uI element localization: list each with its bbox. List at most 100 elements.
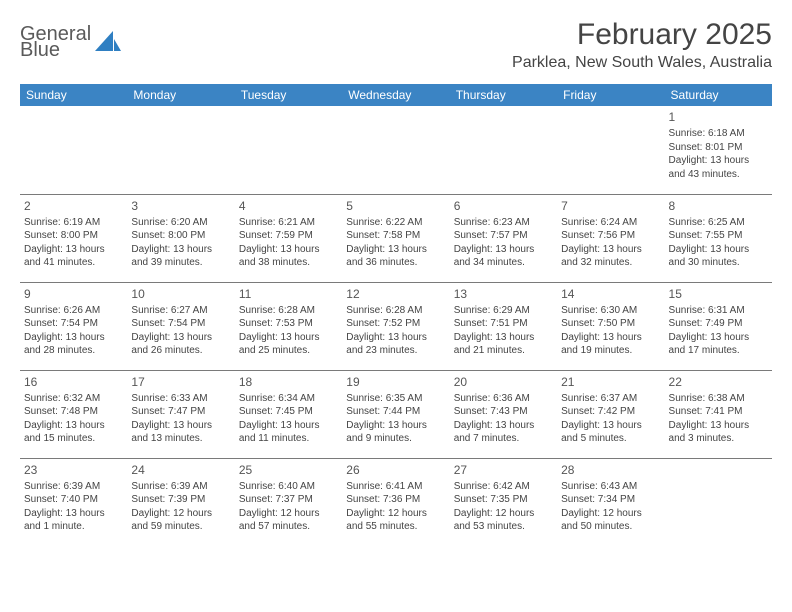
daylight-text: Daylight: 13 hours xyxy=(346,243,445,257)
sunrise-text: Sunrise: 6:34 AM xyxy=(239,392,338,406)
calendar-cell: 20Sunrise: 6:36 AMSunset: 7:43 PMDayligh… xyxy=(450,370,557,458)
sunset-text: Sunset: 7:41 PM xyxy=(669,405,768,419)
sunrise-text: Sunrise: 6:26 AM xyxy=(24,304,123,318)
sunrise-text: Sunrise: 6:39 AM xyxy=(24,480,123,494)
calendar-cell: 1Sunrise: 6:18 AMSunset: 8:01 PMDaylight… xyxy=(665,106,772,194)
daylight-text: Daylight: 13 hours xyxy=(346,331,445,345)
daylight-text: Daylight: 12 hours xyxy=(131,507,230,521)
daylight-text: Daylight: 13 hours xyxy=(669,331,768,345)
day-number: 12 xyxy=(346,286,445,302)
sunset-text: Sunset: 7:51 PM xyxy=(454,317,553,331)
calendar-row: 23Sunrise: 6:39 AMSunset: 7:40 PMDayligh… xyxy=(20,458,772,546)
daylight-text: Daylight: 12 hours xyxy=(561,507,660,521)
sunrise-text: Sunrise: 6:28 AM xyxy=(346,304,445,318)
calendar-cell: 14Sunrise: 6:30 AMSunset: 7:50 PMDayligh… xyxy=(557,282,664,370)
sunset-text: Sunset: 7:47 PM xyxy=(131,405,230,419)
day-number: 3 xyxy=(131,198,230,214)
sunset-text: Sunset: 7:35 PM xyxy=(454,493,553,507)
calendar-cell: 28Sunrise: 6:43 AMSunset: 7:34 PMDayligh… xyxy=(557,458,664,546)
calendar-table: SundayMondayTuesdayWednesdayThursdayFrid… xyxy=(20,84,772,546)
daylight-text: and 59 minutes. xyxy=(131,520,230,534)
day-number: 11 xyxy=(239,286,338,302)
sunrise-text: Sunrise: 6:28 AM xyxy=(239,304,338,318)
daylight-text: Daylight: 12 hours xyxy=(239,507,338,521)
sunrise-text: Sunrise: 6:27 AM xyxy=(131,304,230,318)
daylight-text: and 11 minutes. xyxy=(239,432,338,446)
sunset-text: Sunset: 7:58 PM xyxy=(346,229,445,243)
daylight-text: Daylight: 13 hours xyxy=(669,154,768,168)
sunset-text: Sunset: 7:59 PM xyxy=(239,229,338,243)
calendar-cell: 11Sunrise: 6:28 AMSunset: 7:53 PMDayligh… xyxy=(235,282,342,370)
sunrise-text: Sunrise: 6:25 AM xyxy=(669,216,768,230)
daylight-text: and 39 minutes. xyxy=(131,256,230,270)
daylight-text: and 5 minutes. xyxy=(561,432,660,446)
sunset-text: Sunset: 7:45 PM xyxy=(239,405,338,419)
calendar-cell: 18Sunrise: 6:34 AMSunset: 7:45 PMDayligh… xyxy=(235,370,342,458)
sunset-text: Sunset: 7:37 PM xyxy=(239,493,338,507)
day-number: 21 xyxy=(561,374,660,390)
sunset-text: Sunset: 7:57 PM xyxy=(454,229,553,243)
sunrise-text: Sunrise: 6:39 AM xyxy=(131,480,230,494)
daylight-text: Daylight: 13 hours xyxy=(239,419,338,433)
location: Parklea, New South Wales, Australia xyxy=(512,54,772,72)
daylight-text: and 30 minutes. xyxy=(669,256,768,270)
daylight-text: and 38 minutes. xyxy=(239,256,338,270)
logo-sail-icon xyxy=(95,29,121,56)
calendar-cell xyxy=(342,106,449,194)
sunset-text: Sunset: 7:49 PM xyxy=(669,317,768,331)
day-number: 19 xyxy=(346,374,445,390)
sunset-text: Sunset: 7:43 PM xyxy=(454,405,553,419)
day-number: 5 xyxy=(346,198,445,214)
day-header: Friday xyxy=(557,84,664,106)
daylight-text: and 13 minutes. xyxy=(131,432,230,446)
daylight-text: Daylight: 13 hours xyxy=(561,331,660,345)
day-number: 15 xyxy=(669,286,768,302)
day-number: 9 xyxy=(24,286,123,302)
day-header: Wednesday xyxy=(342,84,449,106)
sunrise-text: Sunrise: 6:18 AM xyxy=(669,127,768,141)
calendar-row: 1Sunrise: 6:18 AMSunset: 8:01 PMDaylight… xyxy=(20,106,772,194)
calendar-cell: 12Sunrise: 6:28 AMSunset: 7:52 PMDayligh… xyxy=(342,282,449,370)
daylight-text: and 43 minutes. xyxy=(669,168,768,182)
daylight-text: Daylight: 13 hours xyxy=(24,331,123,345)
calendar-row: 2Sunrise: 6:19 AMSunset: 8:00 PMDaylight… xyxy=(20,194,772,282)
sunset-text: Sunset: 7:50 PM xyxy=(561,317,660,331)
daylight-text: Daylight: 12 hours xyxy=(454,507,553,521)
sunset-text: Sunset: 7:40 PM xyxy=(24,493,123,507)
day-number: 24 xyxy=(131,462,230,478)
calendar-cell xyxy=(450,106,557,194)
day-header: Saturday xyxy=(665,84,772,106)
calendar-cell: 23Sunrise: 6:39 AMSunset: 7:40 PMDayligh… xyxy=(20,458,127,546)
logo: General Blue xyxy=(20,24,121,60)
day-header: Tuesday xyxy=(235,84,342,106)
daylight-text: Daylight: 13 hours xyxy=(131,331,230,345)
calendar-cell: 13Sunrise: 6:29 AMSunset: 7:51 PMDayligh… xyxy=(450,282,557,370)
sunset-text: Sunset: 7:44 PM xyxy=(346,405,445,419)
calendar-cell xyxy=(235,106,342,194)
day-number: 7 xyxy=(561,198,660,214)
daylight-text: Daylight: 13 hours xyxy=(239,243,338,257)
month-title: February 2025 xyxy=(512,18,772,52)
day-number: 4 xyxy=(239,198,338,214)
calendar-cell xyxy=(20,106,127,194)
daylight-text: and 55 minutes. xyxy=(346,520,445,534)
calendar-cell: 6Sunrise: 6:23 AMSunset: 7:57 PMDaylight… xyxy=(450,194,557,282)
sunset-text: Sunset: 7:34 PM xyxy=(561,493,660,507)
daylight-text: and 15 minutes. xyxy=(24,432,123,446)
sunset-text: Sunset: 7:55 PM xyxy=(669,229,768,243)
day-number: 8 xyxy=(669,198,768,214)
sunset-text: Sunset: 7:53 PM xyxy=(239,317,338,331)
daylight-text: and 26 minutes. xyxy=(131,344,230,358)
calendar-cell: 22Sunrise: 6:38 AMSunset: 7:41 PMDayligh… xyxy=(665,370,772,458)
day-header: Monday xyxy=(127,84,234,106)
daylight-text: and 36 minutes. xyxy=(346,256,445,270)
day-header: Sunday xyxy=(20,84,127,106)
calendar-cell: 9Sunrise: 6:26 AMSunset: 7:54 PMDaylight… xyxy=(20,282,127,370)
sunrise-text: Sunrise: 6:33 AM xyxy=(131,392,230,406)
sunrise-text: Sunrise: 6:32 AM xyxy=(24,392,123,406)
sunset-text: Sunset: 8:01 PM xyxy=(669,141,768,155)
daylight-text: Daylight: 13 hours xyxy=(346,419,445,433)
sunset-text: Sunset: 8:00 PM xyxy=(131,229,230,243)
daylight-text: Daylight: 13 hours xyxy=(454,331,553,345)
calendar-cell: 17Sunrise: 6:33 AMSunset: 7:47 PMDayligh… xyxy=(127,370,234,458)
